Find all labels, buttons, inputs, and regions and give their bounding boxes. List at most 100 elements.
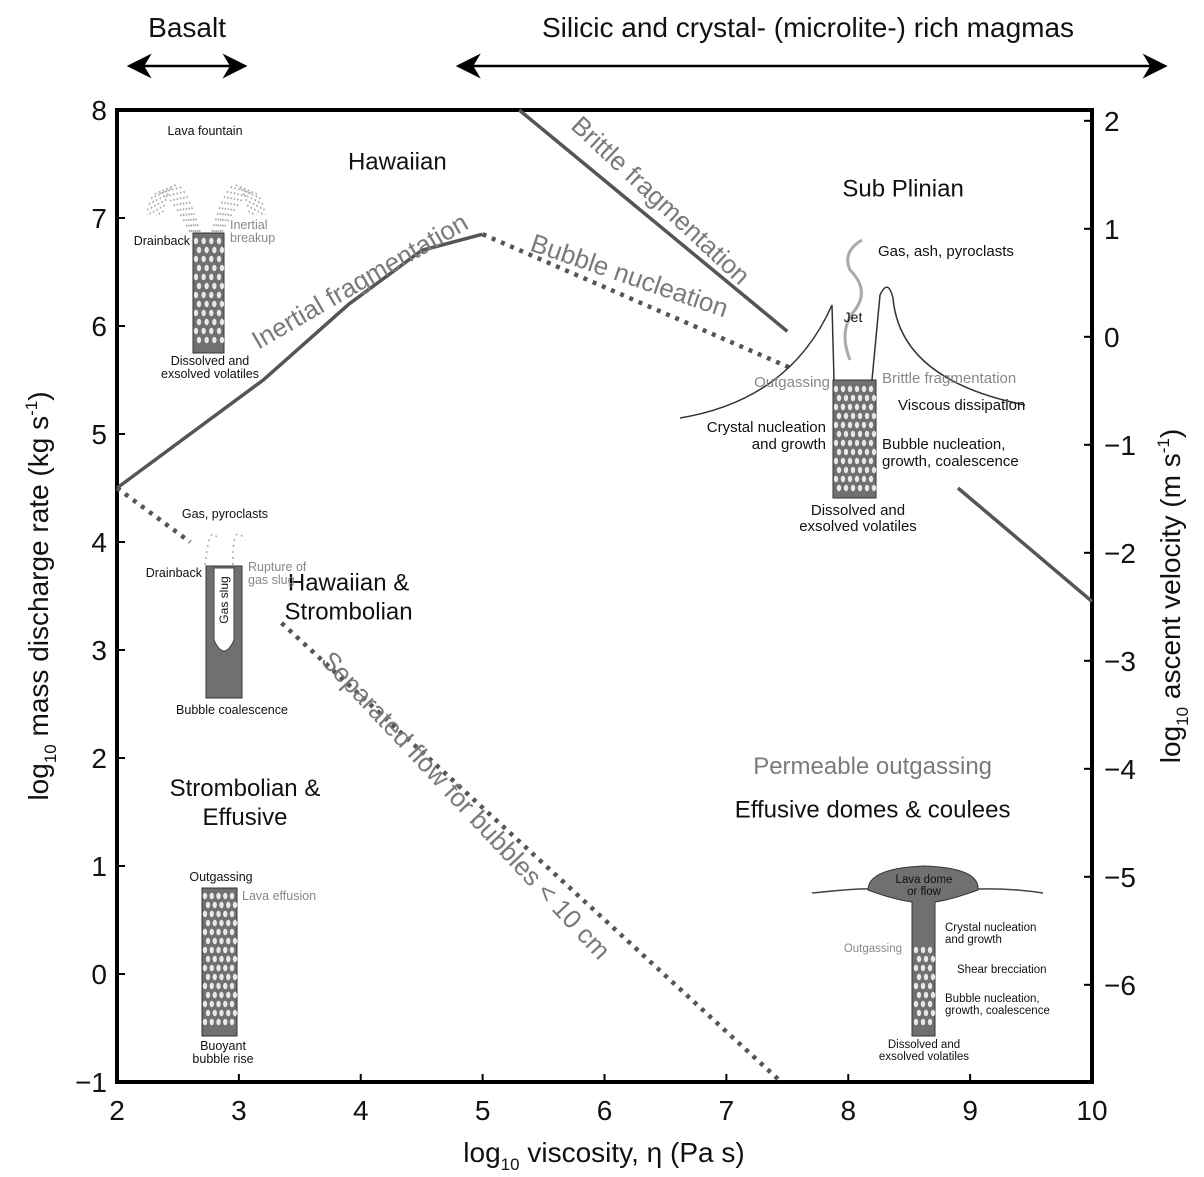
conduit-bubble [229, 1018, 235, 1026]
conduit-bubble [216, 255, 222, 263]
conduit-bubble [205, 991, 211, 999]
conduit-bubble [212, 901, 217, 909]
fountain-spray [221, 191, 266, 233]
inset-outgassing-label: Outgassing [189, 870, 252, 884]
inset-breakup-label: Inertial [230, 218, 268, 232]
conduit-bubble [209, 982, 214, 990]
regime-label: Sub Plinian [842, 175, 963, 202]
y-tick-label: 1 [91, 851, 107, 882]
conduit-bubble [847, 403, 853, 411]
conduit-bubble [843, 394, 849, 402]
conduit-bubble [864, 466, 870, 474]
conduit-bubble [216, 910, 221, 918]
conduit-bubble [193, 237, 199, 245]
fountain-spray [149, 190, 193, 233]
conduit-bubble [850, 430, 856, 438]
x-tick-label: 10 [1076, 1095, 1107, 1126]
conduit-bubble [232, 955, 238, 963]
fountain-spray [146, 191, 191, 233]
y2-axis-label: log10 ascent velocity (m s-1) [1154, 429, 1192, 763]
regime-label: Strombolian [285, 599, 413, 626]
inset-subplinian-title: Gas, ash, pyroclasts [878, 243, 1014, 260]
conduit-bubble [204, 282, 209, 290]
conduit-bubble [836, 394, 842, 402]
conduit-bubble [920, 982, 926, 990]
x-tick-label: 3 [231, 1095, 247, 1126]
conduit-bubble [202, 1018, 208, 1026]
conduit-bubble [847, 385, 853, 393]
conduit-bubble [840, 457, 846, 465]
conduit-bubble [927, 964, 933, 972]
conduit-bubble [216, 964, 221, 972]
conduit-bubble [202, 928, 208, 936]
conduit-bubble [930, 973, 936, 981]
regime-label: Hawaiian & [288, 570, 409, 597]
inset-bottom-label: exsolved volatiles [799, 518, 917, 535]
conduit-bubble [226, 919, 231, 927]
conduit-bubble [226, 973, 231, 981]
y-axis-label: log10 mass discharge rate (kg s-1) [22, 391, 60, 800]
range-label: Silicic and crystal- (microlite-) rich m… [542, 12, 1074, 43]
conduit-bubble [216, 309, 222, 317]
conduit-bubble [229, 1000, 235, 1008]
conduit-bubble [205, 937, 211, 945]
conduit-bubble [833, 457, 839, 465]
inset-bottom-label: Dissolved and [171, 354, 250, 368]
conduit-bubble [201, 237, 206, 245]
slug-spray [204, 533, 219, 566]
inset-bottom-label: Buoyant [200, 1039, 246, 1053]
x-axis-label: log10 viscosity, η (Pa s) [463, 1137, 744, 1174]
subplinian-plume [843, 238, 863, 361]
conduit-bubble [219, 901, 224, 909]
conduit-bubble [202, 892, 208, 900]
inset-bottom-label: bubble rise [192, 1052, 253, 1066]
conduit-bubble [202, 1000, 208, 1008]
conduit-bubble [204, 318, 209, 326]
conduit-bubble [193, 291, 199, 299]
conduit-bubble [209, 327, 214, 335]
inset-bubble-label: growth, coalescence [882, 453, 1019, 470]
conduit-bubble [857, 484, 863, 492]
conduit-bubble [216, 273, 222, 281]
conduit-bubble [232, 1009, 238, 1017]
inset-drainback-label: Drainback [146, 566, 203, 580]
conduit-bubble [204, 300, 209, 308]
x-tick-label: 9 [962, 1095, 978, 1126]
inset-bottom-label: Dissolved and [888, 1039, 960, 1051]
conduit-bubble [916, 991, 922, 999]
conduit-bubble [209, 910, 214, 918]
conduit-bubble [840, 439, 846, 447]
conduit-bubble [923, 991, 929, 999]
conduit-bubble [916, 1009, 922, 1017]
conduit-bubble [861, 403, 867, 411]
inset-jet-label: Jet [844, 309, 863, 325]
conduit-bubble [216, 928, 221, 936]
conduit-bubble [913, 964, 919, 972]
inset-gas-slug-title: Gas, pyroclasts [182, 507, 268, 521]
conduit-bubble [209, 892, 214, 900]
fountain-spray [158, 186, 199, 233]
conduit-bubble [847, 421, 853, 429]
y2-tick-label: −3 [1104, 646, 1136, 677]
conduit-bubble [219, 1009, 224, 1017]
conduit-bubble [193, 273, 199, 281]
x-tick-label: 6 [597, 1095, 613, 1126]
conduit-bubble [927, 946, 933, 954]
conduit-bubble [232, 919, 238, 927]
conduit-bubble [927, 1018, 933, 1026]
y-tick-label: 6 [91, 311, 107, 342]
conduit-bubble [843, 430, 849, 438]
conduit-bubble [857, 394, 863, 402]
y2-tick-label: −1 [1104, 430, 1136, 461]
range-label: Basalt [148, 12, 226, 43]
regime-label: Strombolian & [170, 775, 321, 802]
conduit-bubble [923, 1009, 929, 1017]
permeable-outgassing-label: Permeable outgassing [753, 753, 992, 780]
conduit-bubble [850, 466, 856, 474]
regime-label: Effusive [203, 804, 288, 831]
conduit-bubble [196, 264, 202, 272]
conduit-bubble [202, 946, 208, 954]
conduit-bubble [861, 421, 867, 429]
conduit-bubble [226, 955, 231, 963]
